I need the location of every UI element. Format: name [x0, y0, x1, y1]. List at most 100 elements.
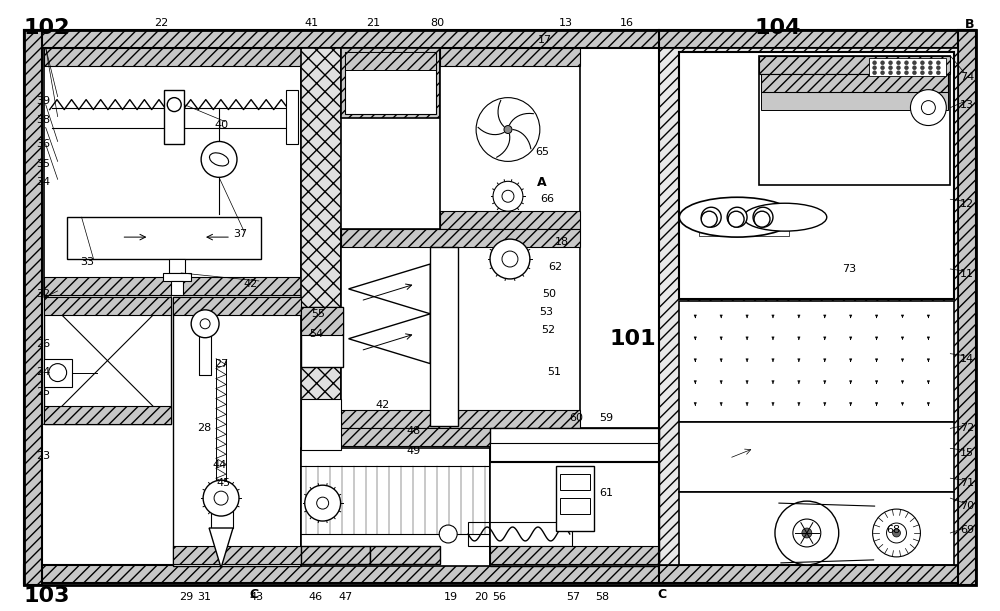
Circle shape [921, 101, 935, 115]
Text: 73: 73 [842, 264, 856, 274]
Text: 43: 43 [249, 592, 263, 602]
Text: 42: 42 [375, 400, 390, 411]
Circle shape [881, 66, 885, 70]
Text: 22: 22 [154, 18, 169, 28]
Text: 66: 66 [540, 194, 554, 204]
Text: 48: 48 [406, 426, 421, 436]
Text: 24: 24 [36, 367, 50, 376]
Text: 62: 62 [548, 262, 562, 272]
Bar [759, 56, 950, 185]
Text: 16: 16 [620, 18, 634, 28]
Text: 41: 41 [305, 18, 319, 28]
Text: 20: 20 [474, 592, 488, 602]
Circle shape [889, 66, 893, 70]
Circle shape [912, 66, 916, 70]
Circle shape [439, 525, 457, 543]
Bar [869, 58, 946, 76]
Polygon shape [209, 528, 233, 568]
Bar [341, 48, 440, 117]
Text: 71: 71 [960, 478, 974, 488]
Circle shape [201, 142, 237, 177]
Circle shape [920, 66, 924, 70]
Text: 57: 57 [566, 592, 580, 602]
Text: 34: 34 [36, 177, 50, 188]
Text: 37: 37 [233, 229, 247, 239]
Circle shape [191, 310, 219, 338]
Bar [163, 273, 191, 281]
Circle shape [873, 71, 877, 75]
Circle shape [897, 60, 900, 65]
Circle shape [873, 66, 877, 70]
Text: 58: 58 [596, 592, 610, 602]
Bar [169, 259, 185, 273]
Bar [560, 474, 590, 490]
Circle shape [502, 190, 514, 202]
Circle shape [881, 71, 885, 75]
Bar [44, 297, 171, 425]
Bar [24, 30, 42, 585]
Text: 29: 29 [179, 592, 193, 602]
Text: 45: 45 [216, 478, 230, 488]
Text: 28: 28 [197, 423, 211, 433]
Circle shape [490, 239, 530, 279]
Text: 61: 61 [600, 488, 614, 498]
Bar [301, 48, 341, 565]
Text: 12: 12 [960, 199, 974, 209]
Circle shape [728, 211, 744, 227]
Bar [440, 48, 580, 229]
Circle shape [904, 66, 908, 70]
Bar [199, 315, 211, 375]
Circle shape [912, 60, 916, 65]
Text: 13: 13 [960, 100, 974, 109]
Text: 52: 52 [541, 325, 555, 335]
Circle shape [936, 60, 940, 65]
Text: 44: 44 [212, 460, 226, 470]
Circle shape [904, 60, 908, 65]
Circle shape [200, 319, 210, 329]
Bar [556, 466, 594, 531]
Circle shape [889, 60, 893, 65]
Bar [345, 52, 436, 70]
Bar [699, 204, 789, 236]
Bar [468, 522, 572, 546]
Text: 54: 54 [309, 329, 323, 338]
Text: 60: 60 [570, 414, 584, 423]
Bar [490, 463, 659, 566]
Bar [286, 90, 298, 144]
Circle shape [920, 60, 924, 65]
Bar [761, 74, 948, 92]
Bar [44, 297, 171, 315]
Polygon shape [349, 264, 430, 314]
Text: 25: 25 [36, 387, 50, 397]
Bar [370, 546, 440, 564]
Bar [759, 56, 950, 74]
Bar [301, 307, 343, 335]
Circle shape [936, 66, 940, 70]
Circle shape [504, 125, 512, 133]
Text: 27: 27 [214, 359, 228, 368]
Text: 47: 47 [339, 592, 353, 602]
Text: 56: 56 [492, 592, 506, 602]
Bar [659, 48, 958, 565]
Text: 11: 11 [960, 269, 974, 279]
Circle shape [727, 207, 747, 227]
Bar [761, 92, 948, 109]
Text: 50: 50 [542, 289, 556, 299]
Bar [211, 508, 233, 528]
Bar [24, 565, 976, 583]
Circle shape [897, 66, 900, 70]
Bar [44, 359, 72, 387]
Bar [44, 48, 301, 66]
Text: 32: 32 [36, 289, 50, 299]
Text: 26: 26 [36, 338, 50, 349]
Text: 21: 21 [367, 18, 381, 28]
Circle shape [910, 90, 946, 125]
Text: C: C [249, 588, 258, 601]
Text: 55: 55 [311, 309, 325, 319]
Polygon shape [349, 314, 430, 364]
Text: 70: 70 [960, 501, 974, 511]
Bar [659, 48, 958, 565]
Bar [173, 297, 301, 566]
Bar [301, 448, 490, 566]
Bar [301, 398, 341, 450]
